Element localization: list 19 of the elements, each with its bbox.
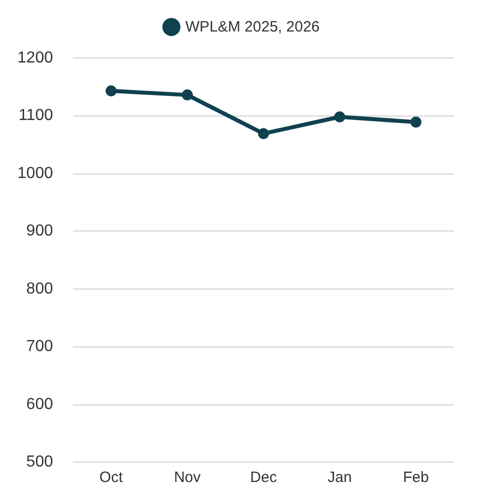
y-tick-label: 700 <box>26 338 54 356</box>
point <box>258 128 269 140</box>
x-tick-label: Dec <box>250 469 278 486</box>
point <box>334 111 346 122</box>
legend-label: WPL&M 2025, 2026 <box>185 18 320 36</box>
y-tick-label: 1100 <box>18 107 54 124</box>
y-tick-label: 1000 <box>17 164 54 182</box>
y-tick-label: 500 <box>26 454 54 470</box>
y-tick-label: 900 <box>26 222 54 240</box>
point <box>182 89 193 100</box>
x-tick-label: Nov <box>174 469 202 486</box>
y-tick-label: 600 <box>26 396 54 413</box>
x-tick-label: Oct <box>99 469 124 486</box>
x-tick-label: Feb <box>402 469 429 486</box>
y-tick-label: 800 <box>26 280 54 298</box>
x-tick-label: Jan <box>328 469 352 486</box>
y-tick-label: 1200 <box>17 50 54 66</box>
point <box>106 85 117 96</box>
point <box>410 116 422 128</box>
